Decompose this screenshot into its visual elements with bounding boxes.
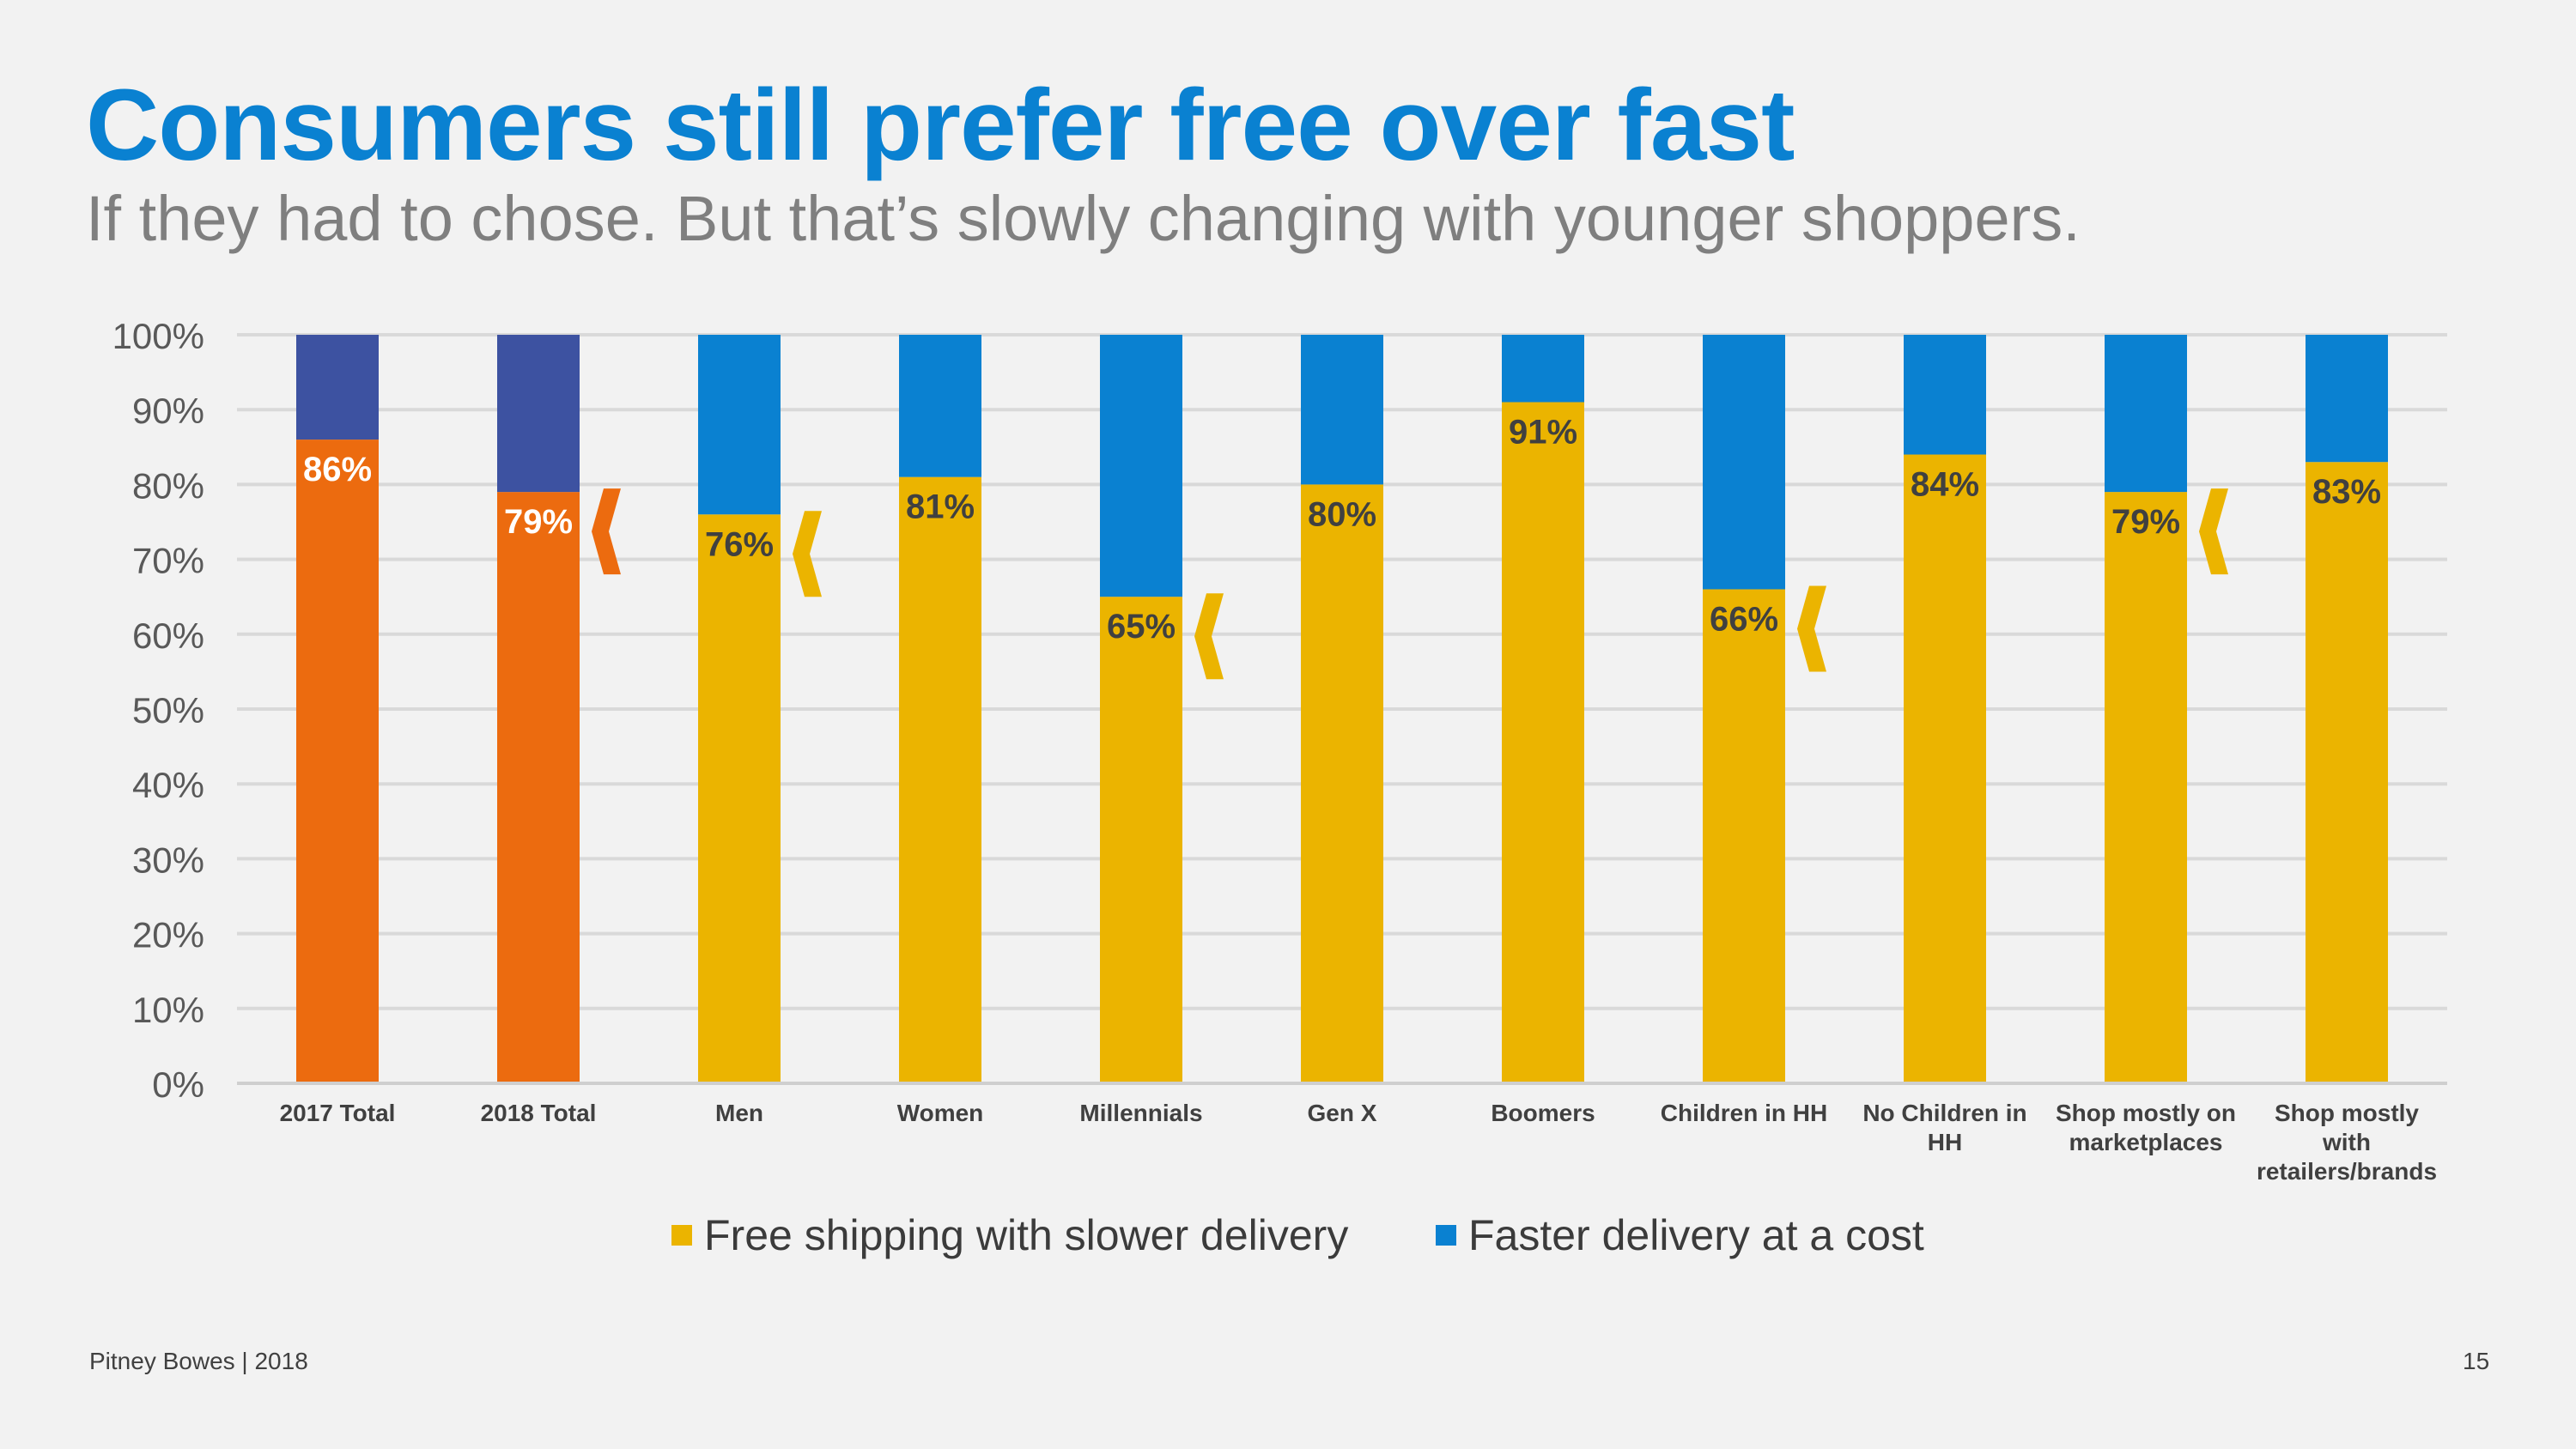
footer-source: Pitney Bowes | 2018 (89, 1348, 308, 1374)
bar-free-segment (698, 514, 781, 1083)
bar-fast-segment (1100, 335, 1182, 597)
y-tick-label: 90% (132, 391, 204, 431)
x-tick-label: Boomers (1491, 1100, 1595, 1126)
x-tick-label: HH (1928, 1129, 1962, 1155)
page-title: Consumers still prefer free over fast (86, 69, 1795, 182)
legend-item-fast: Faster delivery at a cost (1436, 1210, 1924, 1260)
bar-fast-segment (1301, 335, 1383, 485)
bar-fast-segment (698, 335, 781, 515)
chevron-marker (592, 488, 621, 575)
bar-free-segment (1703, 589, 1785, 1083)
bar-fast-segment (899, 335, 981, 477)
legend-label-fast: Faster delivery at a cost (1468, 1211, 1924, 1259)
y-tick-label: 100% (112, 316, 204, 356)
bar-fast-segment (1904, 335, 1986, 455)
bar-fast-segment (2306, 335, 2388, 463)
chevron-marker (2199, 488, 2228, 575)
legend-swatch-fast (1436, 1225, 1456, 1246)
bar-free-segment (1301, 484, 1383, 1083)
data-label: 66% (1710, 600, 1778, 638)
data-label: 84% (1911, 466, 1979, 504)
legend-label-free: Free shipping with slower delivery (704, 1211, 1349, 1259)
data-label: 76% (705, 525, 774, 563)
x-tick-label: Millennials (1079, 1100, 1202, 1126)
bar-free-segment (1904, 454, 1986, 1083)
x-tick-label: with (2322, 1129, 2371, 1155)
bar-fast-segment (497, 335, 580, 493)
legend-item-free: Free shipping with slower delivery (671, 1210, 1348, 1260)
x-tick-label: Women (897, 1100, 984, 1126)
bar-free-segment (2105, 492, 2187, 1083)
data-label: 80% (1308, 495, 1376, 533)
x-tick-label: retailers/brands (2257, 1158, 2437, 1185)
x-tick-label: marketplaces (2069, 1129, 2222, 1155)
bar-free-segment (2306, 462, 2388, 1083)
y-tick-label: 50% (132, 690, 204, 731)
y-tick-label: 30% (132, 840, 204, 880)
x-tick-label: Shop mostly on (2056, 1100, 2236, 1126)
stacked-bar-chart: 0% 10% 20% 30% 40% 50% 60% 70% 80% 90% 100% 86% 2017… (112, 316, 2447, 1185)
x-tick-label: No Children in (1862, 1100, 2026, 1126)
chevron-marker (793, 511, 822, 597)
bar-free-segment (1502, 402, 1584, 1084)
bar-fast-segment (1703, 335, 1785, 590)
bar-free-segment (296, 440, 379, 1083)
chevron-marker (1194, 593, 1224, 680)
y-tick-label: 40% (132, 765, 204, 805)
y-tick-label: 10% (132, 990, 204, 1030)
data-label: 79% (504, 503, 573, 541)
x-tick-label: Children in HH (1661, 1100, 1827, 1126)
y-tick-label: 0% (152, 1064, 204, 1105)
data-label: 81% (906, 488, 975, 526)
x-tick-label: Men (715, 1100, 763, 1126)
x-tick-label: 2018 Total (481, 1100, 597, 1126)
page-subtitle: If they had to chose. But that’s slowly … (86, 183, 2081, 254)
bar-free-segment (497, 492, 580, 1083)
y-tick-label: 20% (132, 915, 204, 955)
bar-fast-segment (2105, 335, 2187, 493)
x-tick-label: Shop mostly (2275, 1100, 2419, 1126)
y-tick-label: 60% (132, 615, 204, 656)
x-tick-label: Gen X (1308, 1100, 1377, 1126)
bar-free-segment (899, 476, 981, 1083)
bar-fast-segment (296, 335, 379, 440)
page-number: 15 (2463, 1348, 2490, 1374)
data-label: 83% (2312, 473, 2381, 511)
y-tick-label: 70% (132, 541, 204, 581)
chevron-marker (1797, 585, 1826, 672)
data-label: 65% (1107, 608, 1176, 646)
data-label: 91% (1509, 413, 1577, 451)
data-label: 86% (303, 451, 372, 488)
bar-fast-segment (1502, 335, 1584, 403)
legend-swatch-free (671, 1225, 692, 1246)
y-tick-label: 80% (132, 465, 204, 506)
x-tick-label: 2017 Total (280, 1100, 396, 1126)
bar-free-segment (1100, 597, 1182, 1083)
data-label: 79% (2111, 503, 2180, 541)
